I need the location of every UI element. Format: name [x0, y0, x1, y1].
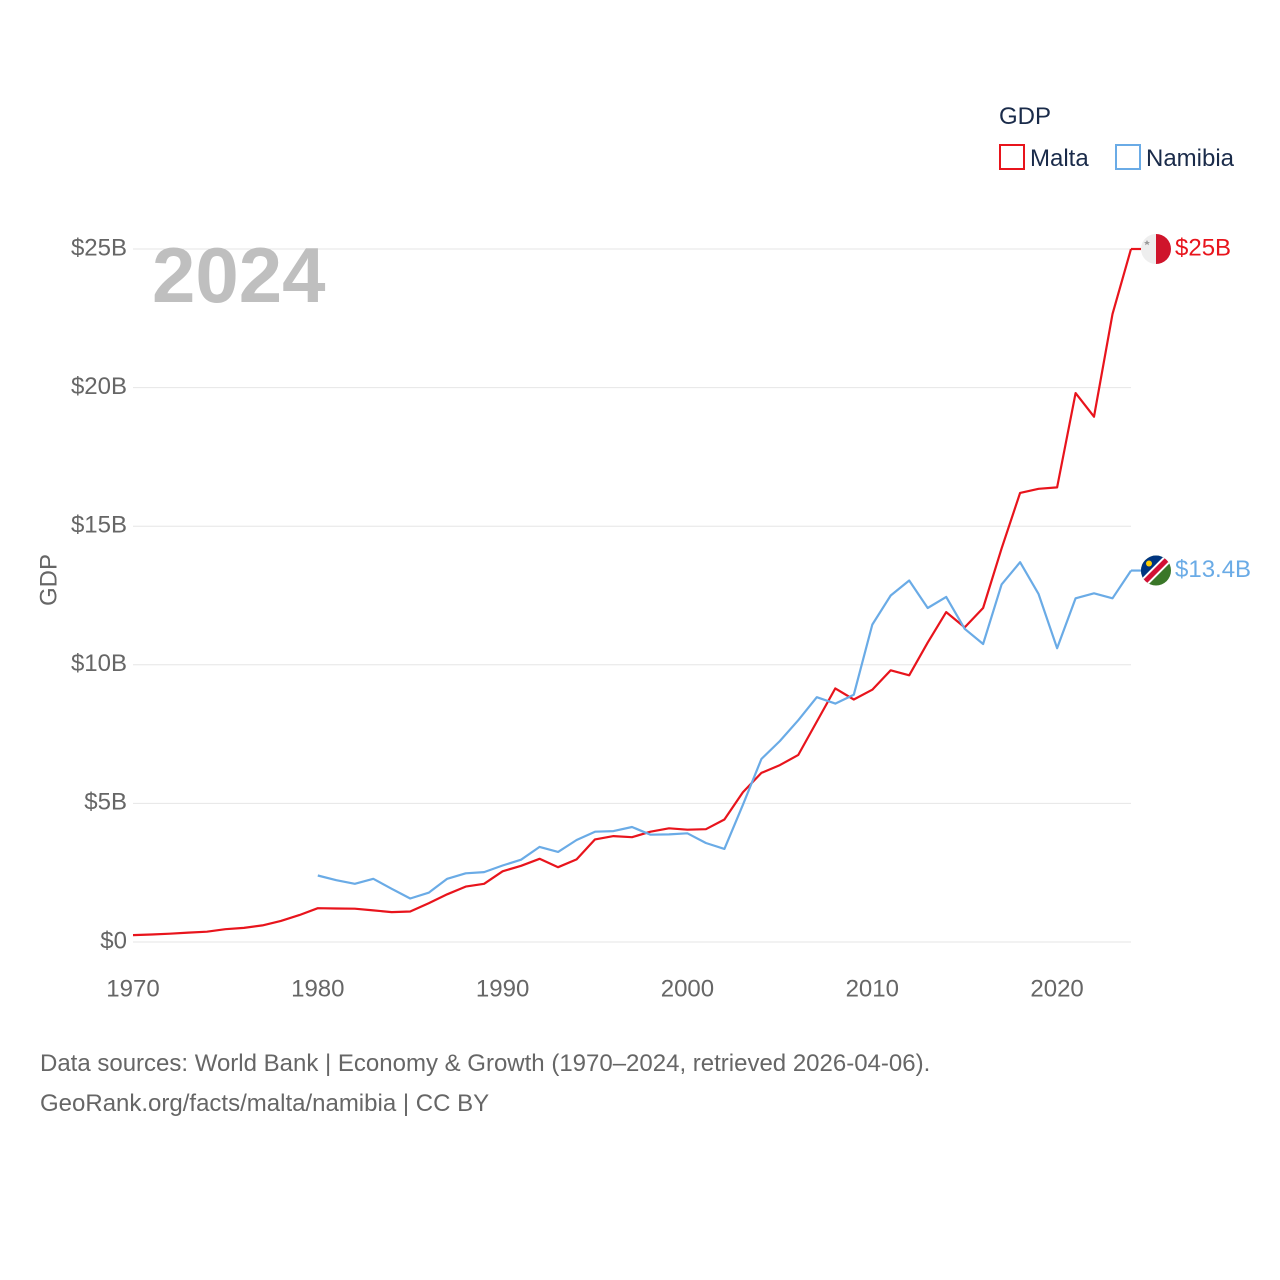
x-tick-label: 2000: [661, 975, 714, 1002]
y-axis-label: GDP: [35, 554, 62, 606]
year-label: 2024: [152, 231, 326, 319]
footer-line-sources: Data sources: World Bank | Economy & Gro…: [40, 1050, 931, 1077]
x-tick-label: 2020: [1030, 975, 1083, 1002]
x-tick-label: 1970: [106, 975, 159, 1002]
legend-label-namibia[interactable]: Namibia: [1146, 145, 1235, 172]
footer-line-attribution[interactable]: GeoRank.org/facts/malta/namibia | CC BY: [40, 1090, 490, 1117]
y-tick-label: $5B: [84, 789, 127, 816]
legend: GDP Malta Namibia: [999, 103, 1235, 172]
x-tick-label: 1990: [476, 975, 529, 1002]
series-line-namibia: [317, 561, 1132, 900]
y-tick-label: $20B: [71, 373, 127, 400]
x-tick-label: 2010: [846, 975, 899, 1002]
y-tick-label: $0: [100, 927, 127, 954]
legend-title: GDP: [999, 103, 1051, 130]
namibia-flag-icon: [1141, 555, 1171, 586]
legend-label-malta[interactable]: Malta: [1030, 145, 1089, 172]
namibia-end-label: $13.4B: [1175, 556, 1251, 583]
y-axis-ticks: $0 $5B $10B $15B $20B $25B: [71, 234, 127, 954]
y-tick-label: $10B: [71, 650, 127, 677]
x-tick-label: 1980: [291, 975, 344, 1002]
x-axis-ticks: 1970 1980 1990 2000 2010 2020: [106, 975, 1083, 1002]
y-tick-label: $15B: [71, 512, 127, 539]
footer-sources: Data sources: World Bank | Economy & Gro…: [40, 1044, 930, 1124]
legend-swatch-malta[interactable]: [999, 144, 1025, 170]
y-tick-label: $25B: [71, 234, 127, 261]
legend-swatch-namibia[interactable]: [1115, 144, 1141, 170]
grid-lines: [133, 248, 1131, 943]
series-line-malta: [132, 248, 1133, 937]
series-lines: [132, 247, 1141, 937]
malta-end-label: $25B: [1175, 234, 1231, 261]
malta-flag-icon: [1141, 234, 1171, 264]
